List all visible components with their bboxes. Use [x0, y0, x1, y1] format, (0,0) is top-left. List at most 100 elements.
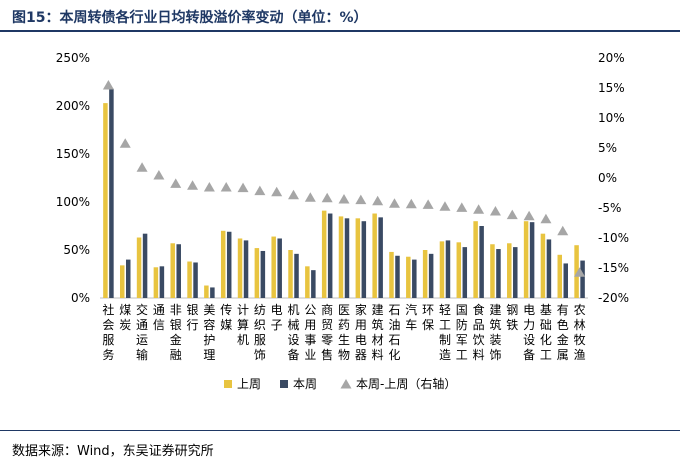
bar-this-week [361, 221, 367, 298]
category-label: 美容护理 [203, 303, 215, 362]
bar-this-week [243, 240, 249, 298]
bar-this-week [378, 217, 383, 298]
bar-last-week [439, 241, 445, 298]
legend-label-change: 本周-上周（右轴） [356, 376, 456, 391]
bar-last-week [237, 238, 243, 298]
bar-last-week [220, 230, 226, 298]
bar-this-week [142, 233, 148, 298]
category-label: 机械设备 [288, 303, 300, 362]
right-tick-label: 20% [598, 51, 625, 65]
bar-last-week [422, 250, 428, 298]
change-marker [422, 199, 434, 209]
bar-this-week [428, 253, 434, 298]
category-label: 基础化工 [540, 303, 552, 362]
change-marker [506, 209, 518, 220]
change-marker [136, 162, 148, 172]
bar-this-week [277, 238, 282, 298]
right-tick-label: -10% [598, 231, 629, 245]
bar-last-week [456, 242, 462, 298]
legend-swatch-last-week [224, 380, 232, 388]
bar-last-week [153, 267, 159, 298]
bar-this-week [412, 259, 417, 298]
right-tick-label: 10% [598, 111, 625, 125]
category-label: 建筑材料 [372, 303, 384, 362]
bar-this-week [529, 222, 535, 298]
legend-label-last-week: 上周 [237, 377, 261, 391]
category-label: 有色金属 [557, 303, 569, 362]
change-marker [540, 213, 552, 224]
change-marker [203, 182, 215, 192]
category-label: 环保 [422, 303, 434, 332]
bars [103, 88, 585, 299]
source-note: 数据来源：Wind，东吴证券研究所 [12, 444, 214, 459]
legend-swatch-change [340, 379, 352, 389]
change-marker [271, 186, 283, 197]
change-marker [102, 80, 114, 90]
bar-last-week [136, 237, 142, 298]
right-tick-label: 5% [598, 141, 617, 155]
change-marker [288, 189, 300, 200]
category-label: 商贸零售 [321, 302, 333, 362]
bar-last-week [119, 265, 125, 298]
right-tick-label: 15% [598, 81, 625, 95]
bar-this-week [513, 247, 518, 298]
category-label: 纺织服饰 [254, 303, 266, 362]
change-markers [102, 80, 586, 277]
left-tick-label: 0% [71, 291, 90, 305]
category-label: 煤炭 [119, 303, 131, 332]
bar-this-week [479, 226, 484, 298]
change-marker [439, 201, 451, 211]
change-marker [170, 178, 182, 188]
change-marker [574, 267, 586, 277]
right-tick-label: -5% [598, 201, 621, 215]
right-tick-label: -20% [598, 291, 629, 305]
category-label: 石油石化 [388, 303, 400, 362]
category-label: 医药生物 [338, 303, 350, 362]
category-labels: 社会服务煤炭交通运输通信非银金融银行美容护理传媒计算机纺织服饰电子机械设备公用事… [102, 302, 585, 362]
left-axis: 0% 50% 100% 150% 200% 250% [56, 51, 90, 305]
bar-last-week [338, 216, 344, 298]
change-marker [405, 198, 417, 209]
right-axis: -20% -15% -10% -5% 0% 5% 10% 15% 20% [598, 51, 629, 305]
bar-last-week [204, 285, 209, 298]
bar-last-week [540, 233, 546, 298]
category-label: 家用电器 [355, 302, 367, 362]
bar-last-week [490, 244, 495, 298]
bar-last-week [372, 213, 377, 298]
legend-swatch-this-week [280, 380, 288, 388]
bar-this-week [580, 260, 585, 298]
category-label: 电子 [271, 303, 283, 332]
bar-this-week [109, 88, 114, 298]
category-label: 轻工制造 [439, 303, 451, 362]
bar-this-week [563, 263, 569, 298]
left-tick-label: 250% [56, 51, 90, 65]
bar-this-week [210, 287, 215, 298]
chart: 0% 50% 100% 150% 200% 250% -20% -15% -10% -5% 0% 5… [56, 51, 629, 391]
category-label: 钢铁 [506, 303, 518, 332]
bar-last-week [254, 248, 260, 298]
bar-last-week [170, 243, 175, 298]
bar-last-week [557, 254, 563, 298]
legend-label-this-week: 本周 [293, 377, 317, 391]
bar-last-week [523, 221, 529, 298]
bar-last-week [389, 251, 394, 298]
change-marker [119, 138, 131, 148]
bar-this-week [311, 270, 316, 298]
bar-last-week [473, 221, 478, 298]
category-label: 非银金融 [170, 303, 182, 362]
bar-this-week [496, 249, 501, 298]
bar-this-week [344, 218, 350, 298]
bar-this-week [546, 239, 552, 298]
bar-this-week [260, 250, 266, 298]
title-bar: 图15：本周转债各行业日均转股溢价率变动（单位：%） [0, 0, 680, 32]
change-marker [338, 194, 350, 204]
bar-last-week [103, 103, 108, 299]
bar-this-week [226, 231, 232, 298]
change-marker [237, 182, 249, 193]
change-marker [321, 192, 333, 203]
change-marker [523, 210, 535, 221]
legend: 上周 本周 本周-上周（右轴） [224, 376, 456, 391]
bar-last-week [187, 261, 192, 298]
change-marker [388, 198, 400, 208]
bar-last-week [305, 266, 310, 298]
